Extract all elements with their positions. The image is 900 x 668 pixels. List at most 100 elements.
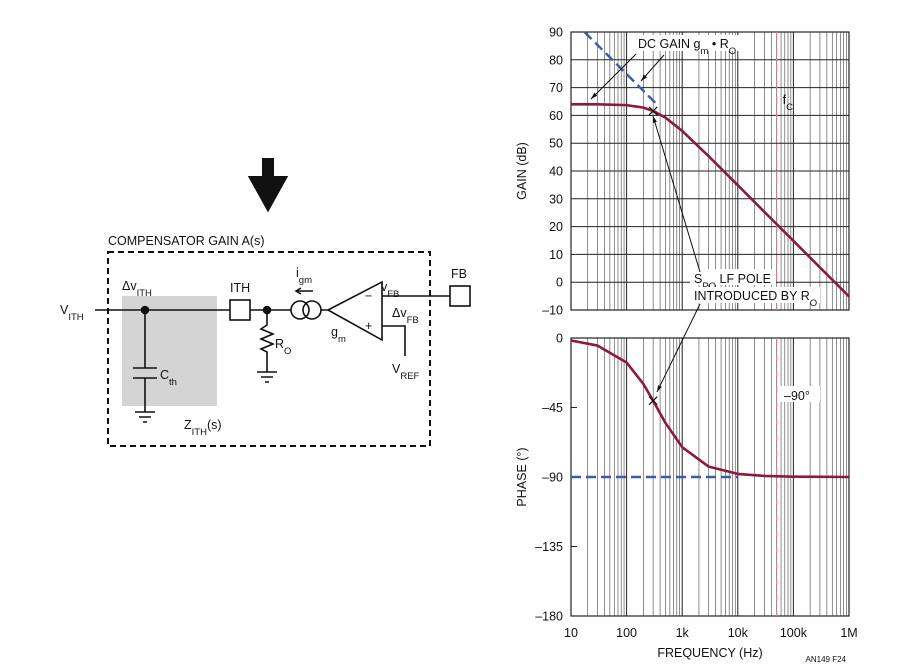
text-part: C	[160, 368, 169, 382]
circuit-label: ΔvFB	[392, 306, 419, 326]
text-part: –90°	[784, 389, 810, 403]
text-part: R	[275, 337, 284, 351]
y-tick-label: –180	[535, 610, 563, 624]
label-bg	[690, 287, 820, 303]
x-tick-label: 1M	[840, 626, 857, 640]
circuit-label: +	[365, 319, 372, 333]
x-tick-label: 100k	[780, 626, 808, 640]
arrowhead	[591, 92, 598, 99]
x-axis-label: FREQUENCY (Hz)	[657, 646, 762, 660]
diagram-title: COMPENSATOR GAIN A(s)	[108, 234, 265, 248]
text-part: C	[786, 102, 793, 113]
text-part: REF	[400, 371, 419, 382]
x-tick-label: 10	[564, 626, 578, 640]
amplifier	[321, 280, 450, 356]
y-tick-label: 60	[549, 109, 563, 123]
x-tick-label: 100	[616, 626, 637, 640]
leader-line	[590, 53, 637, 100]
text-part: g	[331, 325, 338, 339]
cross-marker	[648, 396, 658, 406]
circuit	[95, 158, 471, 447]
asymptote	[583, 31, 658, 106]
down-arrow	[247, 158, 289, 213]
circuit-label: −	[365, 289, 372, 303]
text-part: v	[381, 280, 388, 294]
resistor	[257, 310, 277, 383]
annotation: DC GAIN gm • RO	[638, 37, 736, 57]
plot-frame	[570, 31, 850, 311]
arrowhead	[657, 385, 662, 392]
text-part: DC GAIN g	[638, 37, 701, 51]
text-part: ITH	[192, 427, 207, 438]
circuit-label: ITH	[230, 281, 250, 295]
response-curve	[571, 102, 850, 298]
text-part: +	[365, 319, 372, 333]
text-part: V	[392, 362, 401, 376]
shade	[122, 296, 217, 406]
annotation: SPO LF POLE	[694, 272, 771, 292]
circuit-label: VREF	[392, 362, 420, 382]
x-tick-label: 1k	[676, 626, 690, 640]
text-part: m	[338, 334, 346, 345]
circuit-label: FB	[451, 267, 467, 281]
y-tick-label: –10	[542, 304, 563, 318]
annotation: –90°	[784, 389, 810, 403]
current-arrow	[294, 287, 313, 295]
current-source	[290, 300, 310, 320]
arrowhead	[641, 74, 647, 81]
text-part: Δv	[122, 279, 137, 293]
text-part: i	[296, 266, 299, 280]
circuit-label: vFB	[381, 280, 399, 300]
y-tick-label: 30	[549, 192, 563, 206]
y-tick-label: –45	[542, 401, 563, 415]
x-tick-label: 10k	[728, 626, 749, 640]
current-source	[302, 300, 322, 320]
y-tick-label: 20	[549, 220, 563, 234]
y-tick-label: –90	[542, 471, 563, 485]
text-part: (s)	[207, 418, 222, 432]
y-tick-label: 10	[549, 248, 563, 262]
y-tick-label: 70	[549, 81, 563, 95]
text-part: ITH	[230, 281, 250, 295]
text-part: INTRODUCED BY R	[694, 289, 810, 303]
cross-marker	[648, 106, 658, 116]
text-part: −	[365, 289, 372, 303]
circuit-label: VITH	[60, 303, 84, 323]
text-part: • R	[708, 37, 728, 51]
text-part: ITH	[68, 312, 83, 323]
text-part: PO	[702, 281, 716, 292]
circuit-label: gm	[331, 325, 346, 345]
circuit-label: ZITH(s)	[184, 418, 222, 438]
text-part: m	[701, 46, 709, 57]
node	[140, 305, 150, 315]
text-part: S	[694, 272, 702, 286]
text-part: FB	[387, 289, 399, 300]
ith-pin	[229, 299, 251, 321]
text-part: gm	[299, 275, 312, 286]
text-part: LF POLE	[716, 272, 771, 286]
y-tick-label: –135	[535, 540, 563, 554]
leader-line	[656, 303, 701, 393]
label-bg	[780, 386, 820, 402]
footer: AN149 F24	[806, 655, 847, 664]
text-part: Z	[184, 418, 192, 432]
y-tick-label: 40	[549, 165, 563, 179]
circuit-label: igm	[296, 266, 312, 286]
text-part: O	[729, 46, 736, 57]
response-curve	[570, 339, 850, 479]
label-bg	[634, 35, 746, 51]
y-tick-label: 0	[556, 332, 563, 346]
y-tick-label: 80	[549, 53, 563, 67]
label-bg	[690, 269, 776, 285]
text-part: V	[60, 303, 69, 317]
circuit-label: ΔvITH	[122, 279, 152, 299]
y-tick-label: 0	[556, 276, 563, 290]
dashed-box	[107, 251, 431, 447]
leader-line	[652, 115, 701, 273]
annotation: INTRODUCED BY RO	[694, 289, 817, 309]
y-axis-label: PHASE (°)	[515, 447, 529, 506]
fb-pin	[449, 285, 471, 307]
text-part: Δv	[392, 306, 407, 320]
arrowhead	[652, 116, 657, 123]
